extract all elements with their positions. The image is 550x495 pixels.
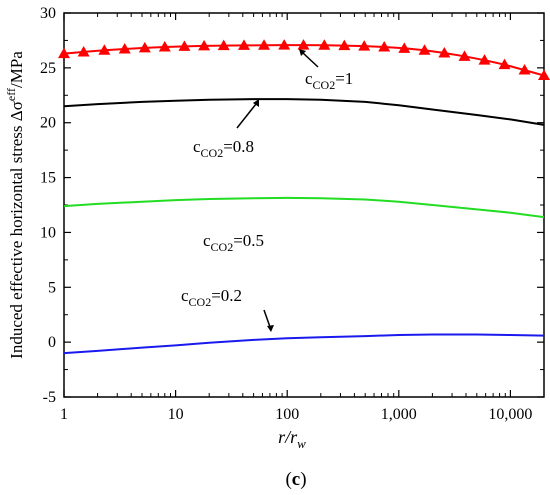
series-0-marker [77,45,90,57]
series-0-marker [418,44,431,55]
series-line-0 [63,44,545,77]
series-0-marker [498,58,511,70]
series-0-marker [118,42,131,54]
series-0-marker [438,47,451,58]
annotation-c1: cCO2=1 [299,49,353,92]
annotation-c1-arrow [302,52,319,68]
y-tick-label: 0 [48,334,56,351]
annotation-c08: cCO2=0.8 [193,99,259,160]
series-line-1 [63,98,545,126]
series-line-2 [63,196,545,219]
y-tick-label: -5 [43,389,56,406]
x-tick-label: 10,000 [488,406,532,423]
y-tick-label: 10 [40,224,56,241]
series-0-marker [58,47,70,59]
figure-caption: (c) [285,469,306,490]
series-0-marker [278,39,291,50]
plot-frame [63,12,545,398]
y-tick-label: 30 [40,5,56,22]
annotation-c08-label: cCO2=0.8 [193,137,254,160]
series-0-marker [378,41,391,52]
annotation-c02-arrow [263,309,271,328]
annotation-c02-arrowhead [267,325,274,332]
series-0-marker [98,44,111,55]
annotation-c05-label: cCO2=0.5 [203,231,264,254]
series-0-marker [217,39,230,51]
y-tick-label: 5 [48,279,56,296]
series-layer [58,39,550,355]
series-line-3 [63,333,545,355]
series-0-marker [198,39,211,51]
series-0-marker [158,41,171,52]
x-axis-label: r/rw [278,427,306,451]
series-0-marker [297,39,310,50]
series-0-marker [138,41,151,53]
x-tick-label: 1,000 [381,406,417,423]
annotation-c08-arrowhead [253,99,259,107]
series-0-marker [398,42,411,53]
series-0-marker [237,39,250,50]
y-tick-label: 20 [40,115,56,132]
y-axis-label: Induced effective horizontal stress Δσef… [4,51,26,359]
axis-ticks: 1 10 100 1,000 10,000 -5 0 5 10 15 20 25 30 [40,5,545,423]
x-tick-label: 1 [60,406,68,423]
annotation-c1-arrowhead [299,49,306,56]
annotation-c05: cCO2=0.5 [203,231,264,254]
series-0-marker [318,39,331,50]
series-0-marker [458,50,471,61]
series-0-marker [538,69,550,81]
series-0-marker [258,39,271,50]
annotation-c1-label: cCO2=1 [305,69,353,92]
annotation-c02: cCO2=0.2 [181,286,274,332]
series-0-marker [358,40,371,51]
y-tick-label: 25 [40,60,56,77]
series-0-marker [178,40,191,51]
series-0-marker [518,64,531,75]
y-tick-label: 15 [40,170,56,187]
series-0-marker [338,39,351,51]
x-tick-label: 100 [275,406,299,423]
annotation-c08-arrow [236,103,257,129]
x-tick-label: 10 [168,406,184,423]
annotation-c02-label: cCO2=0.2 [181,286,242,309]
series-0-marker [478,54,491,65]
